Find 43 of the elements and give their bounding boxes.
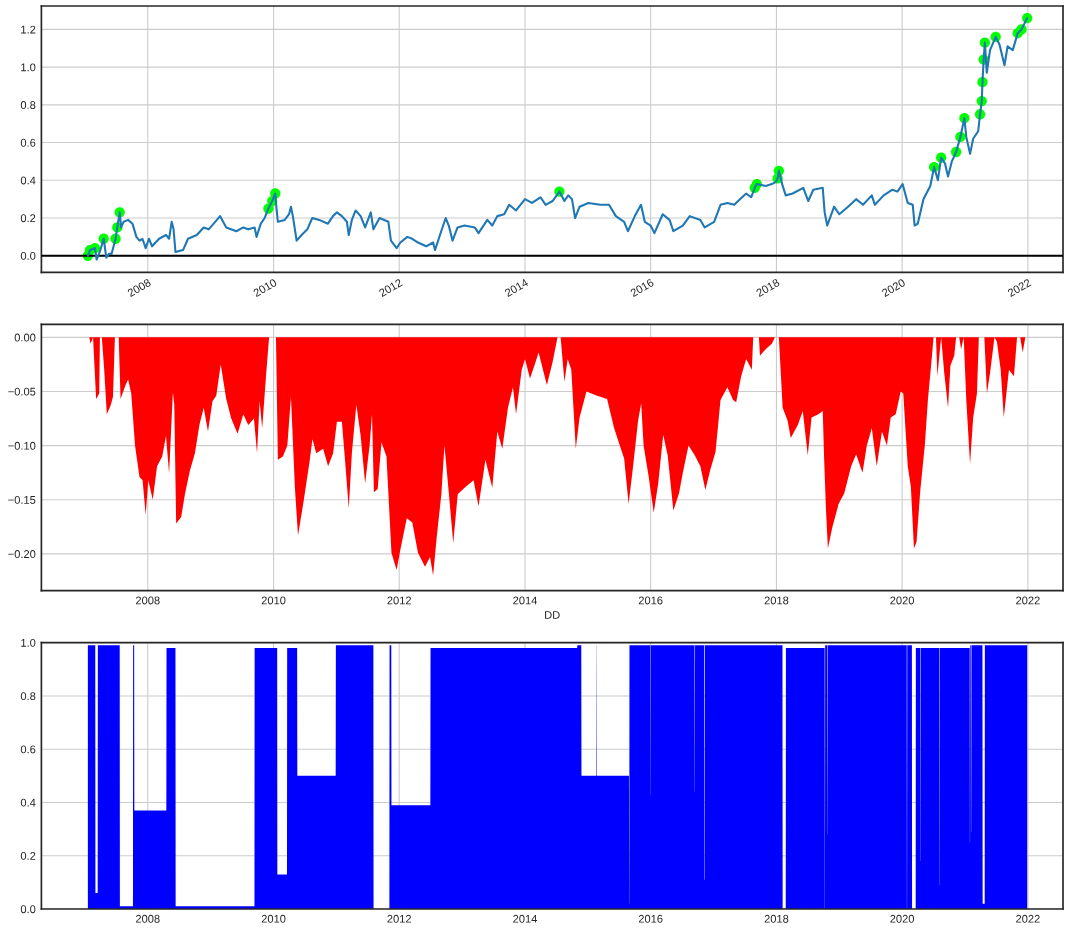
x-tick-label: 2012 <box>387 596 411 605</box>
x-tick-label: 2018 <box>764 914 789 923</box>
x-tick-label: 2022 <box>1016 914 1040 923</box>
y-tick-label: 0.2 <box>20 214 36 223</box>
y-tick-label: 1.0 <box>21 638 36 647</box>
x-tick-label: 2016 <box>638 914 663 923</box>
x-tick-label: 2008 <box>126 278 152 298</box>
x-tick-label: 2008 <box>135 596 160 605</box>
y-tick-label: 0.8 <box>20 692 36 701</box>
x-tick-label: 2022 <box>1007 278 1032 298</box>
y-tick-label: 0.0 <box>20 252 36 260</box>
x-tick-label: 2020 <box>890 914 915 923</box>
x-tick-label: 2012 <box>378 278 403 298</box>
y-tick-label: 0.6 <box>20 745 36 754</box>
x-tick-label: 2008 <box>135 914 160 923</box>
x-tick-label: 2010 <box>261 914 286 923</box>
y-tick-label: 0.6 <box>20 138 36 147</box>
y-tick-label: 0.8 <box>20 101 36 109</box>
y-tick-label: 0.4 <box>20 176 36 185</box>
x-axis-title: DD <box>545 611 560 619</box>
x-tick-label: 2016 <box>629 278 655 298</box>
y-tick-label: 0.0 <box>20 905 36 914</box>
y-tick-label: 0.4 <box>20 798 36 807</box>
x-tick-label: 2014 <box>513 914 538 923</box>
x-tick-label: 2014 <box>504 278 529 298</box>
y-tick-label: 0.00 <box>14 333 36 342</box>
y-tick-label: −0.10 <box>8 441 36 450</box>
x-tick-label: 2016 <box>638 596 663 605</box>
y-tick-label: −0.15 <box>8 495 36 504</box>
x-tick-label: 2022 <box>1016 596 1040 605</box>
x-tick-label: 2020 <box>890 596 915 605</box>
y-tick-label: −0.20 <box>8 550 36 558</box>
y-tick-label: −0.05 <box>8 387 36 396</box>
x-tick-label: 2020 <box>881 278 906 298</box>
x-tick-label: 2018 <box>764 596 789 605</box>
x-tick-label: 2012 <box>387 914 411 923</box>
x-tick-label: 2010 <box>252 278 278 298</box>
y-tick-label: 0.2 <box>20 852 36 860</box>
x-tick-label: 2014 <box>513 596 538 605</box>
y-tick-label: 1.0 <box>21 63 36 72</box>
x-tick-label: 2018 <box>755 278 781 298</box>
x-tick-label: 2010 <box>261 596 286 605</box>
y-tick-label: 1.2 <box>21 25 36 34</box>
